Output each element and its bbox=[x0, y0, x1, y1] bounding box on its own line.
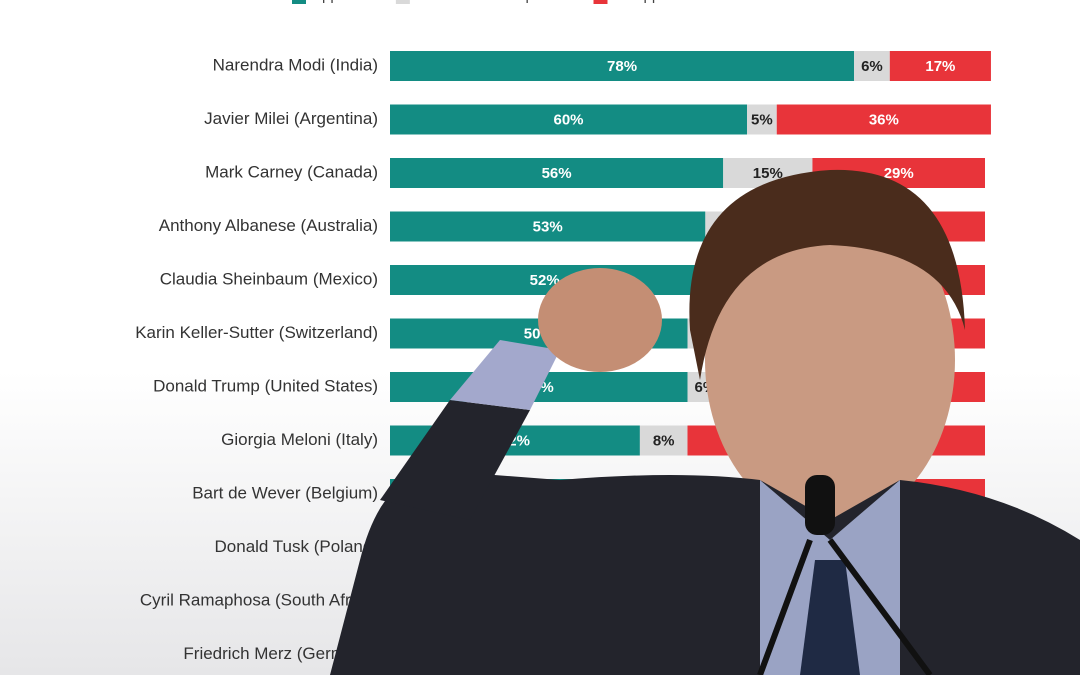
value-label: 5% bbox=[751, 111, 773, 128]
bar-segment bbox=[889, 51, 991, 81]
category-label: Claudia Sheinbaum (Mexico) bbox=[160, 269, 378, 288]
legend-label: Approve bbox=[312, 0, 368, 4]
value-label: 56% bbox=[542, 165, 572, 182]
bar-segment bbox=[390, 51, 855, 81]
value-label: 8% bbox=[653, 432, 675, 449]
category-label: Mark Carney (Canada) bbox=[205, 162, 378, 181]
value-label: 17% bbox=[925, 58, 955, 75]
category-label: Anthony Albanese (Australia) bbox=[159, 216, 378, 235]
value-label: 52% bbox=[530, 272, 560, 289]
legend-swatch bbox=[395, 0, 410, 4]
bar-segment bbox=[747, 104, 777, 135]
category-label: Donald Trump (United States) bbox=[153, 376, 378, 395]
category-label: Friedrich Merz (Germany) bbox=[183, 644, 378, 663]
category-label: Narendra Modi (India) bbox=[213, 55, 378, 74]
legend-swatch bbox=[593, 0, 608, 4]
category-label: Bart de Wever (Belgium) bbox=[192, 483, 378, 502]
value-label: 78% bbox=[607, 58, 637, 75]
value-label: 53% bbox=[533, 218, 563, 235]
bar-segment bbox=[390, 211, 706, 242]
value-label: 29% bbox=[884, 165, 914, 182]
bar-segment bbox=[854, 51, 890, 81]
photo-overlay bbox=[330, 169, 1080, 675]
value-label: 60% bbox=[553, 111, 583, 128]
bar-segment bbox=[390, 158, 724, 188]
category-label: Javier Milei (Argentina) bbox=[204, 109, 378, 128]
value-label: 36% bbox=[869, 111, 899, 128]
category-label: Donald Tusk (Poland) bbox=[215, 537, 378, 556]
bar-segment bbox=[639, 425, 688, 456]
bar-segment bbox=[776, 104, 991, 135]
category-label: Cyril Ramaphosa (South Africa) bbox=[140, 590, 378, 609]
legend-label: Don't know/No opinion bbox=[416, 0, 566, 4]
value-label: 6% bbox=[861, 58, 883, 75]
legend-swatch bbox=[292, 0, 306, 4]
bar-segment bbox=[390, 104, 747, 135]
legend-label: Disapprove bbox=[614, 0, 690, 4]
category-label: Karin Keller-Sutter (Switzerland) bbox=[135, 323, 378, 342]
category-label: Giorgia Meloni (Italy) bbox=[221, 430, 378, 449]
value-label: 15% bbox=[753, 165, 783, 182]
